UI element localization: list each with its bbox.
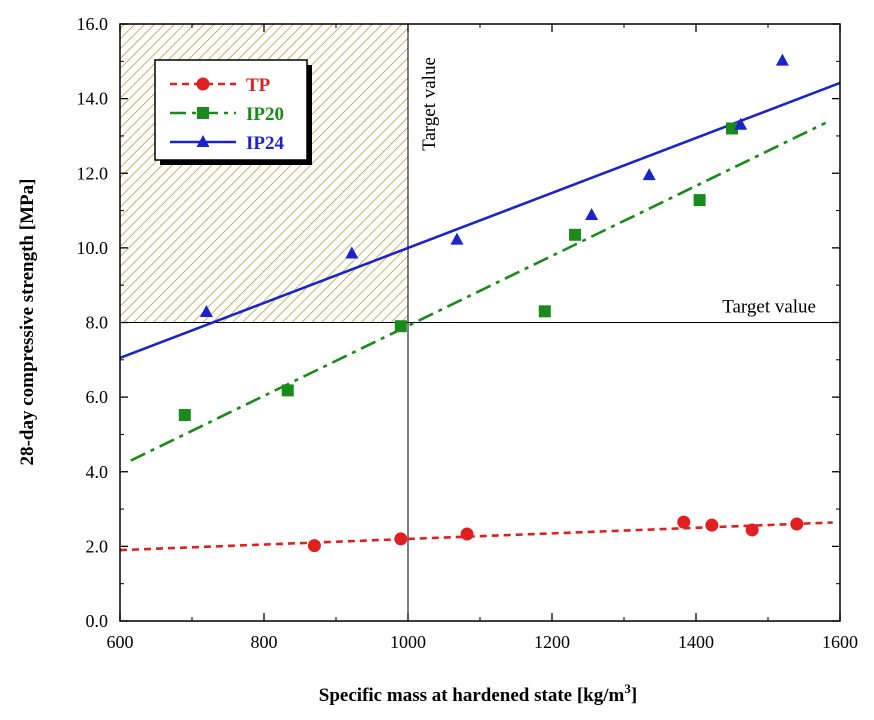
x-axis-title: Specific mass at hardened state [kg/m3]: [319, 681, 637, 706]
point-tp: [677, 515, 691, 529]
y-tick-label: 4.0: [86, 462, 109, 482]
point-ip24: [199, 305, 213, 318]
y-axis-title: 28-day compressive strength [MPa]: [17, 179, 38, 466]
x-tick-label: 1600: [822, 632, 858, 652]
point-ip24: [345, 246, 359, 259]
point-ip24: [450, 232, 464, 245]
point-ip20: [726, 122, 738, 135]
legend-label-ip24: IP24: [246, 133, 285, 154]
x-tick-label: 800: [251, 632, 278, 652]
point-ip24: [585, 208, 599, 221]
legend-box: [154, 59, 308, 161]
tick-labels: 600 800 1000 1200 1400 1600 0.0 2.0 4.0 6.0 8.0 10.…: [77, 14, 859, 652]
point-tp: [745, 523, 759, 537]
trend-line-ip24: [119, 81, 841, 360]
point-tp: [790, 517, 804, 531]
legend: TP IP20 IP24: [154, 59, 312, 165]
point-ip20: [569, 228, 582, 241]
point-ip24: [775, 53, 789, 66]
target-value-vertical-label: Target value: [419, 57, 440, 151]
point-ip24: [642, 168, 656, 181]
target-value-horizontal-label: Target value: [722, 297, 816, 318]
x-tick-label: 1000: [390, 632, 426, 652]
legend-marker-tp: [196, 77, 210, 91]
point-ip24: [734, 117, 748, 130]
legend-label-ip20: IP20: [246, 104, 284, 125]
trend-line-tp: [119, 521, 833, 552]
point-tp: [394, 532, 408, 546]
trend-line-ip20: [130, 121, 827, 462]
y-tick-label: 0.0: [86, 611, 109, 631]
point-ip20: [178, 409, 191, 422]
x-tick-label: 1400: [678, 632, 714, 652]
point-tp: [460, 527, 474, 541]
point-ip20: [693, 194, 706, 207]
x-tick-label: 600: [107, 632, 134, 652]
point-ip20: [538, 305, 551, 318]
y-tick-label: 16.0: [77, 14, 109, 34]
plot-area: [119, 23, 841, 622]
point-tp: [705, 518, 719, 532]
point-tp: [307, 539, 321, 553]
data-points: [178, 53, 804, 553]
legend-label-tp: TP: [246, 75, 271, 96]
point-ip20: [281, 384, 294, 397]
legend-marker-ip20: [197, 107, 209, 119]
x-tick-label: 1200: [534, 632, 570, 652]
y-tick-label: 12.0: [77, 163, 109, 183]
point-ip20: [394, 320, 407, 333]
y-tick-label: 10.0: [77, 238, 109, 258]
y-tick-label: 6.0: [86, 387, 109, 407]
legend-marker-ip24: [196, 135, 210, 147]
y-tick-label: 8.0: [86, 313, 109, 333]
y-tick-label: 14.0: [77, 89, 109, 109]
y-tick-label: 2.0: [86, 536, 109, 556]
